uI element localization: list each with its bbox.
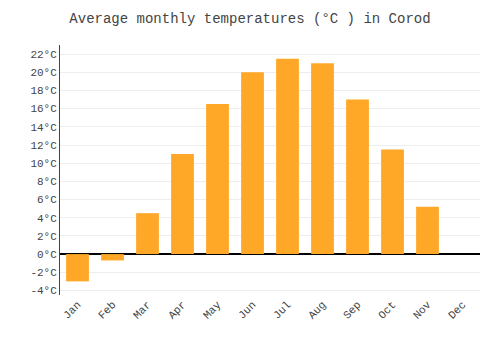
svg-text:Jan: Jan (61, 299, 83, 321)
svg-text:Apr: Apr (166, 299, 188, 321)
svg-text:Sep: Sep (341, 299, 363, 321)
svg-text:4°C: 4°C (37, 213, 57, 225)
svg-text:-2°C: -2°C (30, 267, 57, 279)
svg-text:22°C: 22°C (30, 49, 57, 61)
svg-text:Jul: Jul (271, 299, 293, 321)
svg-text:Average monthly temperatures (: Average monthly temperatures (°C ) in Co… (69, 11, 430, 27)
svg-text:6°C: 6°C (37, 194, 57, 206)
svg-text:8°C: 8°C (37, 176, 57, 188)
svg-text:Oct: Oct (376, 299, 398, 321)
svg-text:0°C: 0°C (37, 249, 57, 261)
svg-text:20°C: 20°C (30, 67, 57, 79)
svg-text:14°C: 14°C (30, 122, 57, 134)
svg-text:18°C: 18°C (30, 85, 57, 97)
svg-text:-4°C: -4°C (30, 285, 57, 297)
svg-text:2°C: 2°C (37, 231, 57, 243)
svg-text:Feb: Feb (96, 299, 118, 321)
svg-text:Aug: Aug (306, 299, 328, 321)
svg-text:May: May (201, 299, 224, 322)
svg-text:10°C: 10°C (30, 158, 57, 170)
svg-text:Mar: Mar (131, 299, 153, 321)
svg-text:Nov: Nov (411, 299, 434, 322)
svg-text:16°C: 16°C (30, 103, 57, 115)
svg-text:Jun: Jun (236, 299, 258, 321)
svg-text:12°C: 12°C (30, 140, 57, 152)
svg-text:Dec: Dec (446, 299, 468, 321)
